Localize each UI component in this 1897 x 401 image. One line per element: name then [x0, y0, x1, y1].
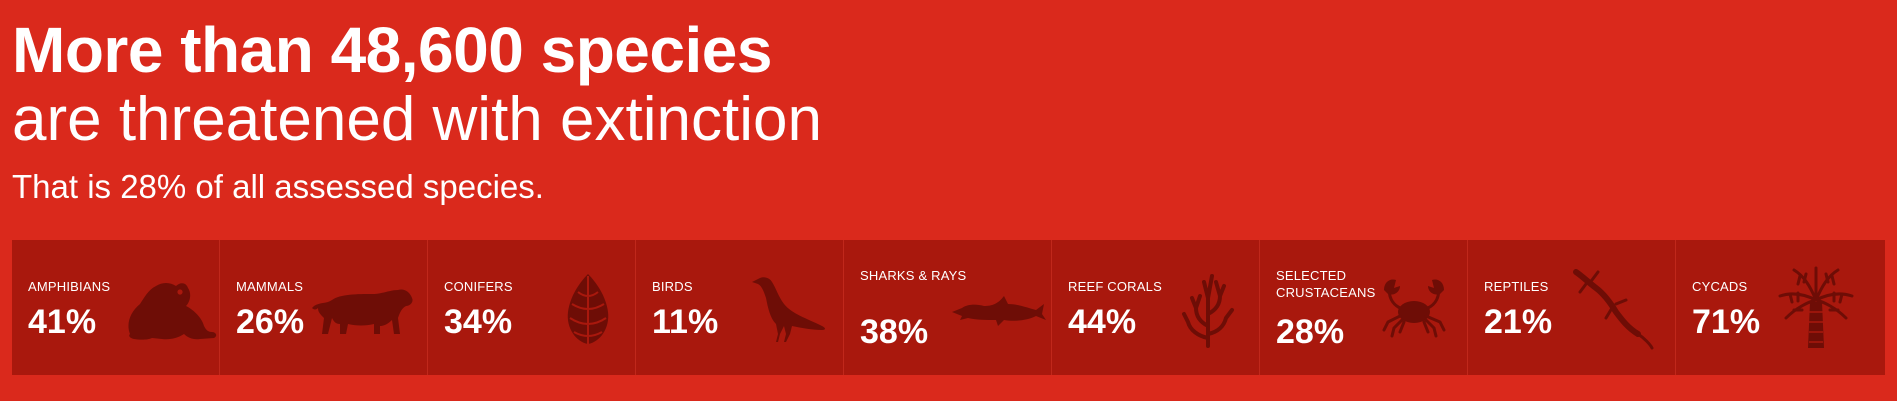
lizard-icon: [1568, 262, 1658, 352]
stat-card-birds: BIRDS 11%: [636, 240, 844, 375]
stat-card-cycads: CYCADS 71%: [1676, 240, 1885, 375]
crab-icon: [1374, 268, 1454, 348]
stat-card-amphibians: AMPHIBIANS 41%: [12, 240, 220, 375]
stat-label: SELECTED CRUSTACEANS: [1276, 268, 1376, 300]
stat-value: 34%: [444, 303, 513, 341]
stat-label: AMPHIBIANS: [28, 279, 111, 294]
stat-value: 21%: [1484, 303, 1553, 341]
stat-value: 28%: [1276, 313, 1345, 351]
stat-value: 41%: [28, 303, 97, 341]
stat-label: BIRDS: [652, 279, 693, 294]
stat-card-reptiles: REPTILES 21%: [1468, 240, 1676, 375]
stat-label: CYCADS: [1692, 279, 1748, 294]
stat-label: MAMMALS: [236, 279, 304, 294]
cycad-icon: [1776, 262, 1856, 352]
shark-icon: [948, 268, 1048, 348]
stat-card-crustaceans: SELECTED CRUSTACEANS 28%: [1260, 240, 1468, 375]
stat-label: SHARKS & RAYS: [860, 268, 967, 283]
stat-label: CONIFERS: [444, 279, 513, 294]
stat-value: 44%: [1068, 303, 1137, 341]
tiger-icon: [310, 268, 418, 348]
headline-species-count: More than 48,600 species: [12, 14, 772, 86]
stat-value: 11%: [652, 303, 719, 341]
bird-icon: [742, 268, 842, 348]
subtitle-percentage: That is 28% of all assessed species.: [12, 168, 544, 205]
coral-icon: [1178, 268, 1238, 348]
pine-cone-icon: [558, 268, 618, 348]
stat-card-conifers: CONIFERS 34%: [428, 240, 636, 375]
stat-label: REEF CORALS: [1068, 279, 1162, 294]
stat-card-reef-corals: REEF CORALS 44%: [1052, 240, 1260, 375]
stat-card-sharks-rays: SHARKS & RAYS 38%: [844, 240, 1052, 375]
headline-threatened: are threatened with extinction: [12, 85, 822, 154]
stat-label: REPTILES: [1484, 279, 1549, 294]
species-stats-panel: AMPHIBIANS 41% MAMMALS 26% CONIFERS 34%: [12, 240, 1885, 375]
stat-value: 71%: [1692, 303, 1761, 341]
stat-card-mammals: MAMMALS 26%: [220, 240, 428, 375]
stat-value: 26%: [236, 303, 305, 341]
frog-icon: [122, 268, 222, 348]
stat-value: 38%: [860, 313, 929, 351]
